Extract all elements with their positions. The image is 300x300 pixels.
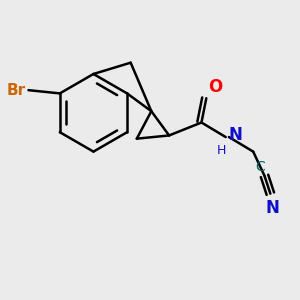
Text: Br: Br [7,83,26,98]
Text: N: N [265,199,279,217]
Text: C: C [255,160,265,174]
Text: O: O [208,78,222,96]
Text: H: H [217,144,226,157]
Text: N: N [229,126,243,144]
